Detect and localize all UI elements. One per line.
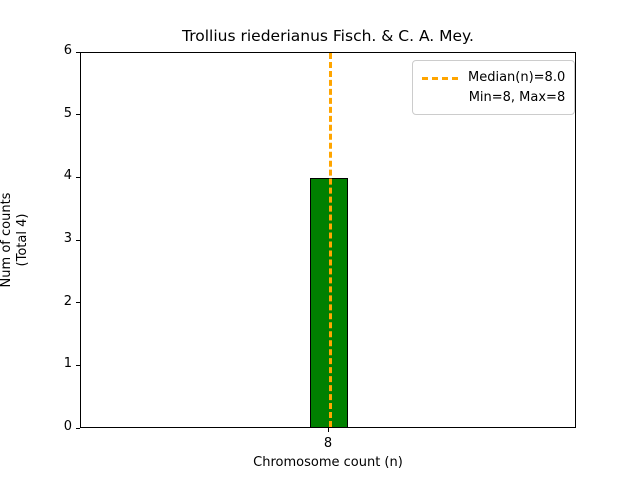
x-axis-label: Chromosome count (n) xyxy=(253,455,403,470)
y-tick-label: 4 xyxy=(63,168,72,184)
y-tick-label: 6 xyxy=(63,43,72,58)
y-tick-label: 5 xyxy=(63,105,72,121)
chart-legend: Median(n)=8.0 Min=8, Max=8 xyxy=(412,60,576,115)
y-tick-mark xyxy=(76,364,80,366)
y-tick-mark xyxy=(76,176,80,178)
legend-item-label: Median(n)=8.0 xyxy=(468,69,566,85)
y-axis-label-wrapper: Num of counts (Total 4) xyxy=(0,52,30,428)
y-tick-mark xyxy=(76,114,80,116)
plot-inner xyxy=(81,53,575,427)
legend-item-sub: Min=8, Max=8 xyxy=(422,87,566,107)
median-line xyxy=(329,53,332,427)
y-tick-mark xyxy=(76,239,80,241)
chart-title: Trollius riederianus Fisch. & C. A. Mey. xyxy=(182,27,474,45)
legend-item-sublabel: Min=8, Max=8 xyxy=(468,89,566,105)
y-tick-mark xyxy=(76,51,80,53)
y-tick-label: 1 xyxy=(63,356,72,372)
y-tick-label: 2 xyxy=(63,293,72,309)
y-tick-mark xyxy=(76,427,80,429)
x-tick-mark xyxy=(327,428,329,432)
y-tick-label: 3 xyxy=(63,231,72,246)
y-tick-mark xyxy=(76,302,80,304)
y-tick-label: 0 xyxy=(63,419,72,434)
dashed-line-icon xyxy=(422,70,458,84)
legend-item: Median(n)=8.0 xyxy=(422,67,565,87)
y-axis-label: Num of counts (Total 4) xyxy=(0,192,30,288)
x-tick-label: 8 xyxy=(323,436,333,451)
